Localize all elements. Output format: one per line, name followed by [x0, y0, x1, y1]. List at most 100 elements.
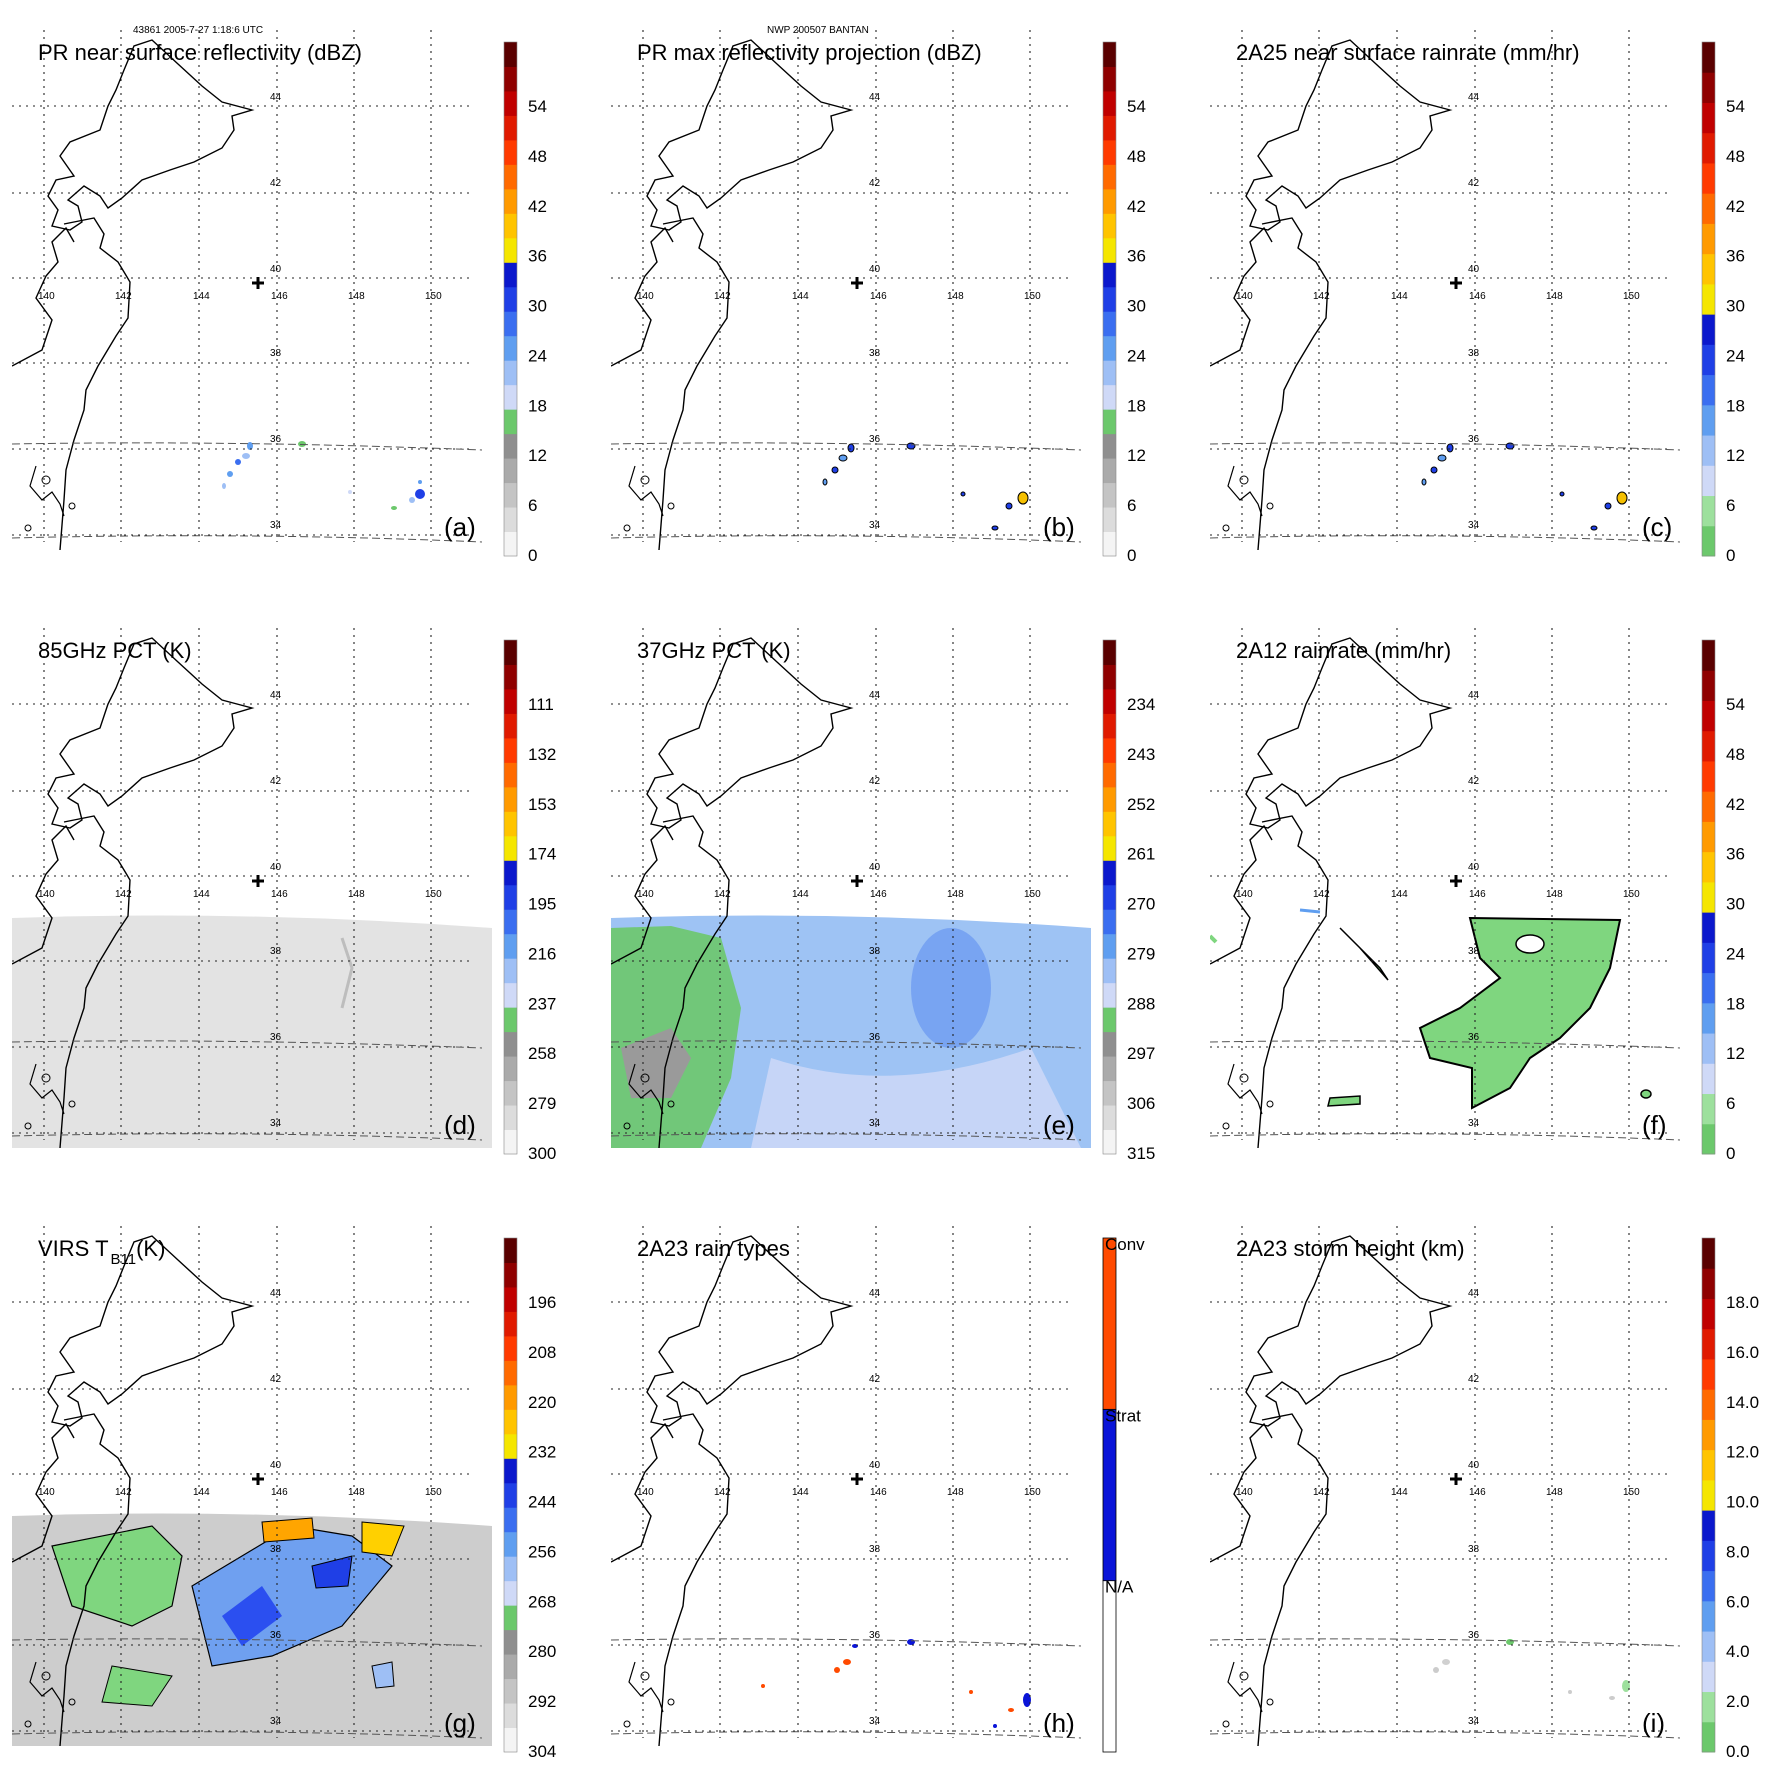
lat-label-44: 44 — [869, 1288, 881, 1299]
colorbar-swatch-15 — [1702, 72, 1715, 103]
colorbar-swatch-16 — [504, 737, 517, 763]
colorbar-tick-7: 42 — [1726, 197, 1745, 216]
colorbar-swatch-3 — [1702, 1631, 1715, 1662]
colorbar-swatch-16 — [504, 139, 517, 165]
coastline-peninsula — [1210, 824, 1273, 965]
colorbar-category-label-0: N/A — [1105, 1578, 1134, 1597]
colorbar-swatch-5 — [1702, 1570, 1715, 1602]
lon-label-144: 144 — [792, 889, 809, 900]
echo-4 — [1505, 442, 1515, 450]
panel-a: 140 142 144 146 148 150 44 42 40 38 36 34 PR near su… — [12, 30, 547, 565]
colorbar-swatch-11 — [1702, 791, 1715, 822]
swath-edge-north — [611, 1638, 1082, 1647]
lon-label-142: 142 — [115, 1487, 132, 1498]
lat-label-36: 36 — [1468, 1630, 1480, 1641]
colorbar-swatch-1 — [1103, 1105, 1116, 1131]
lon-label-144: 144 — [1391, 291, 1408, 302]
colorbar-tick-6: 261 — [1127, 845, 1155, 864]
lon-label-146: 146 — [271, 889, 288, 900]
colorbar-swatch-1 — [1702, 1691, 1715, 1723]
colorbar-swatch-1 — [1702, 495, 1715, 527]
islet-1 — [667, 1698, 675, 1706]
colorbar-swatch-18 — [1103, 688, 1116, 714]
raintype-6 — [969, 1690, 973, 1694]
colorbar-swatch-14 — [1702, 102, 1715, 134]
colorbar-category-0 — [1102, 1580, 1117, 1753]
colorbar-swatch-13 — [1702, 132, 1715, 164]
echo-5 — [298, 441, 306, 447]
colorbar-tick-1: 6 — [1726, 1094, 1735, 1113]
colorbar-swatch-6 — [504, 1580, 517, 1606]
colorbar-tick-0: 300 — [528, 1144, 556, 1163]
panel-body: 140 142 144 146 148 150 44 42 40 38 36 34 — [1210, 628, 1681, 1148]
colorbar-tick-7: 42 — [1726, 795, 1745, 814]
colorbar-tick-5: 195 — [528, 895, 556, 914]
rain-hole-0 — [1515, 934, 1545, 954]
lon-label-142: 142 — [1313, 889, 1330, 900]
lat-label-36: 36 — [270, 1032, 282, 1043]
colorbar-tick-1: 292 — [528, 1692, 556, 1711]
colorbar-tick-2: 12 — [1726, 1044, 1745, 1063]
coastline-peninsula — [1210, 226, 1273, 367]
lat-label-42: 42 — [1468, 1374, 1480, 1385]
panel-tag: (a) — [444, 512, 476, 542]
lon-label-146: 146 — [870, 291, 887, 302]
virs-cloud-top-0 — [261, 1517, 315, 1543]
colorbar-tick-3: 18 — [1127, 396, 1146, 415]
colorbar-swatch-19 — [1103, 664, 1116, 690]
lat-label-34: 34 — [1468, 1118, 1480, 1129]
islet-1 — [1266, 502, 1274, 510]
lat-label-42: 42 — [1468, 776, 1480, 787]
lon-label-148: 148 — [1546, 889, 1563, 900]
colorbar-swatch-17 — [504, 713, 517, 739]
colorbar-tick-9: 54 — [1726, 97, 1745, 116]
lat-label-36: 36 — [270, 434, 282, 445]
lat-label-42: 42 — [869, 1374, 881, 1385]
colorbar-swatch-7 — [1702, 314, 1715, 345]
panel-tag: (h) — [1043, 1708, 1075, 1738]
rain-band-north — [1339, 927, 1389, 981]
colorbar-swatch-6 — [504, 384, 517, 410]
echo-5 — [1017, 491, 1029, 505]
echo-3 — [227, 471, 233, 477]
panel-body: 140 142 144 146 148 150 44 42 40 38 36 34 — [12, 628, 492, 1148]
colorbar-swatch-5 — [504, 409, 517, 435]
colorbar-swatch-15 — [1702, 670, 1715, 701]
lat-label-34: 34 — [869, 1118, 881, 1129]
lat-label-36: 36 — [1468, 434, 1480, 445]
colorbar-tick-2: 12 — [1726, 446, 1745, 465]
panel-tag: (d) — [444, 1110, 476, 1140]
colorbar-swatch-5 — [504, 1007, 517, 1033]
colorbar-tick-5: 30 — [1127, 297, 1146, 316]
colorbar-swatch-16 — [1702, 1238, 1715, 1269]
colorbar-tick-4: 24 — [1726, 346, 1745, 365]
coastline-peninsula — [12, 226, 75, 367]
colorbar-swatch-0 — [1702, 1721, 1715, 1753]
swath-edge-south — [611, 535, 1082, 543]
echo-2 — [235, 459, 241, 465]
lat-label-42: 42 — [869, 776, 881, 787]
colorbar-swatch-18 — [504, 90, 517, 116]
colorbar-swatch-5 — [1103, 1007, 1116, 1033]
colorbar-swatch-16 — [1702, 640, 1715, 671]
colorbar-swatch-9 — [1702, 851, 1715, 883]
colorbar-swatch-2 — [1702, 465, 1715, 497]
islet-1 — [667, 502, 675, 510]
colorbar-swatch-7 — [504, 360, 517, 386]
coastline-hokkaido — [646, 637, 854, 829]
colorbar-tick-3: 237 — [528, 994, 556, 1013]
colorbar-swatch-16 — [504, 1335, 517, 1361]
lat-label-40: 40 — [270, 862, 282, 873]
lon-label-142: 142 — [714, 1487, 731, 1498]
islet-0 — [41, 1671, 51, 1681]
swath-edge-south — [611, 1731, 1082, 1739]
colorbar-swatch-2 — [504, 1080, 517, 1106]
lat-label-44: 44 — [1468, 92, 1480, 103]
coastline-bay — [1227, 1063, 1263, 1115]
echo-8 — [960, 491, 966, 497]
echo-1 — [1433, 1667, 1439, 1673]
lat-label-42: 42 — [270, 776, 282, 787]
colorbar-swatch-12 — [504, 835, 517, 861]
colorbar-tick-8: 243 — [1127, 745, 1155, 764]
colorbar-tick-0: 0.0 — [1726, 1742, 1750, 1761]
